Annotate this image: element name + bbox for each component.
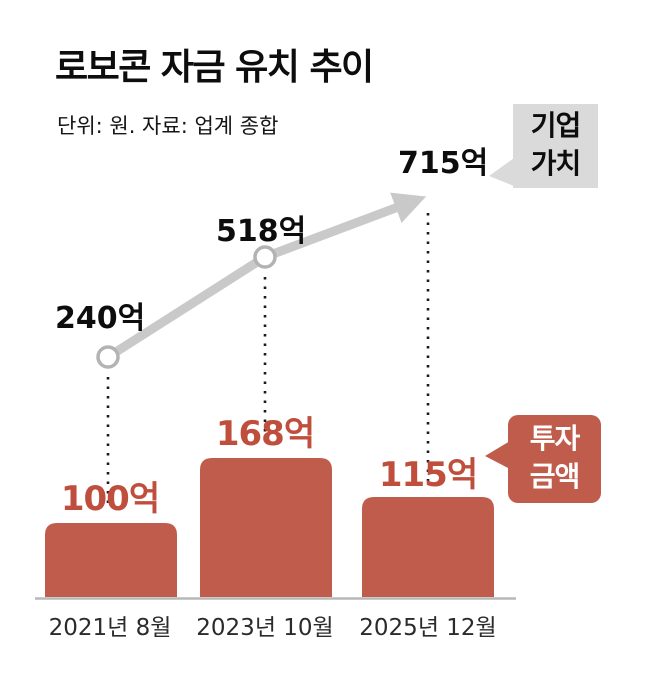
value-label-company-2023: 518억: [216, 214, 307, 249]
value-label-company-2025: 715억: [398, 146, 489, 181]
value-label-investment-2021: 100억: [60, 479, 160, 519]
company-value-callout-line1: 기업: [530, 109, 582, 142]
data-point-marker-2023: [253, 245, 277, 269]
value-label-investment-2025: 115억: [378, 455, 478, 495]
category-label-2025: 2025년 12월: [359, 615, 497, 641]
bar-2021: [45, 523, 177, 597]
bar-2023: [200, 458, 332, 597]
investment-callout-tail: [485, 441, 510, 469]
value-label-investment-2023: 168억: [215, 414, 315, 454]
bar-2025: [362, 497, 494, 597]
company-value-callout-box: [513, 104, 598, 188]
company-value-callout-line2: 가치: [530, 147, 582, 180]
value-label-company-2021: 240억: [55, 301, 146, 336]
investment-callout-box: [508, 415, 601, 503]
investment-callout-line1: 투자: [529, 422, 581, 455]
chart-subtitle: 단위: 원. 자료: 업계 종합: [57, 114, 279, 138]
investment-callout-label: 투자 금액: [508, 420, 601, 496]
chart-title: 로보콘 자금 유치 추이: [55, 47, 374, 88]
company-value-callout-tail: [489, 158, 514, 186]
data-point-marker-2021: [96, 345, 120, 369]
category-label-2021: 2021년 8월: [48, 615, 172, 641]
company-value-callout-label: 기업 가치: [513, 107, 598, 183]
category-label-2023: 2023년 10월: [196, 615, 334, 641]
investment-callout-line2: 금액: [529, 460, 581, 493]
